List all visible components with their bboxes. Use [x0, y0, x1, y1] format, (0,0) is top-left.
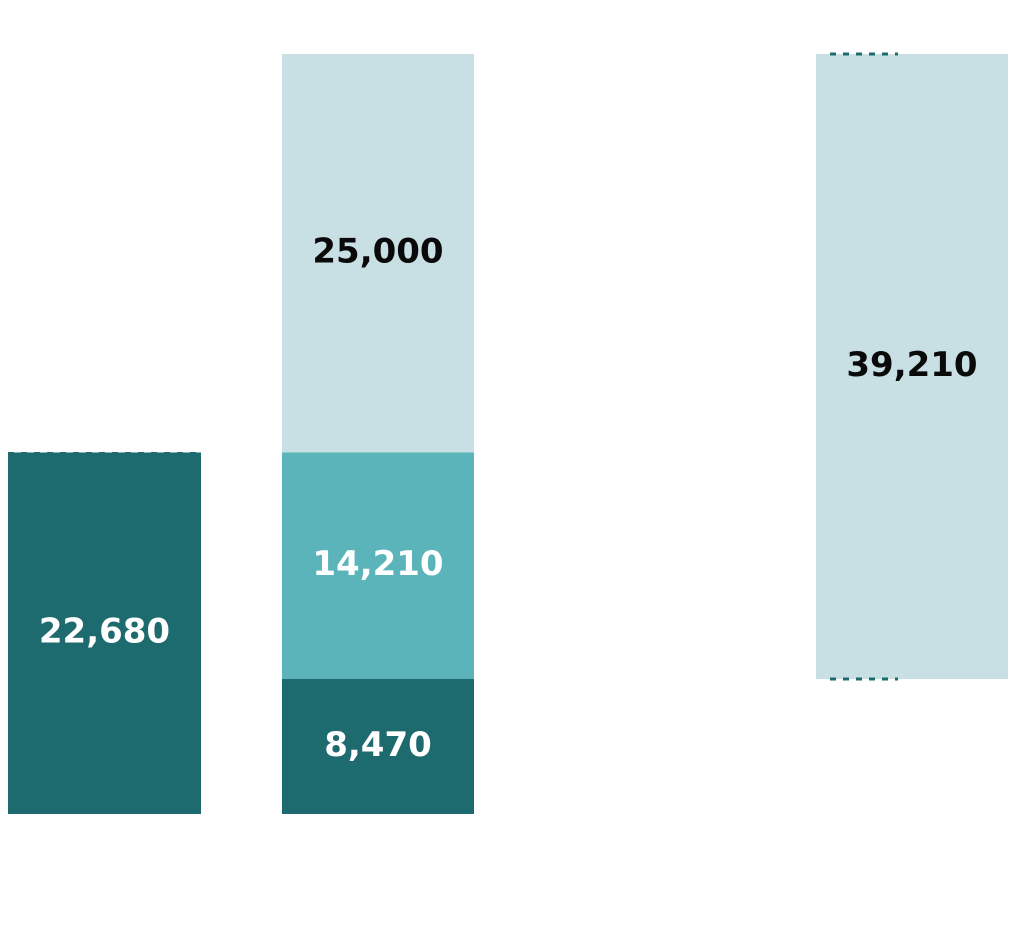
bar-segment-col4-series3 — [816, 54, 1008, 679]
value-label-col2-mid: 14,210 — [312, 544, 443, 584]
bar-segment-col1-series1 — [8, 452, 201, 814]
connector-layer — [8, 52, 898, 681]
bar-segment-col2-series2 — [282, 452, 474, 679]
bars-layer — [8, 54, 1008, 814]
value-label-col1: 22,680 — [39, 612, 170, 652]
value-label-col4: 39,210 — [846, 345, 977, 385]
bar-segment-col2-series3 — [282, 54, 474, 453]
value-label-col2-top: 25,000 — [312, 232, 443, 272]
labels-layer: 22,680 8,470 14,210 25,000 39,210 — [39, 232, 978, 765]
value-label-col2-bottom: 8,470 — [324, 725, 432, 765]
bar-segment-col2-series1 — [282, 678, 474, 814]
